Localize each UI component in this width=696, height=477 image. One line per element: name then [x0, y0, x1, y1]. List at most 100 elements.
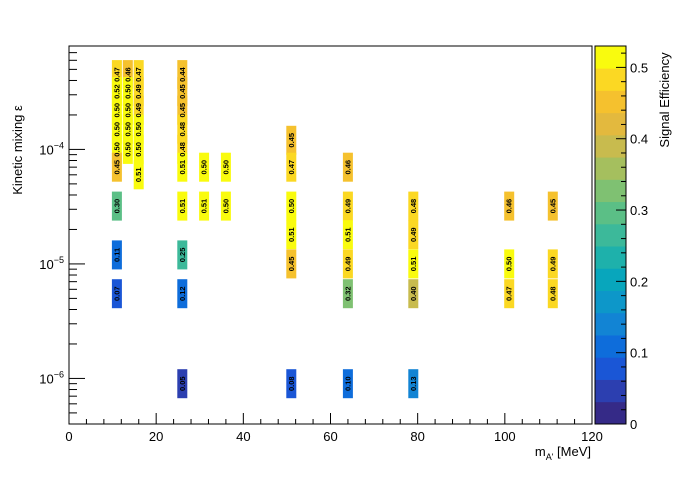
colorbar-segment	[595, 379, 626, 403]
cell-value-label: 0.10	[343, 376, 352, 391]
cell-value-label: 0.49	[548, 257, 557, 272]
heatmap-cell	[342, 369, 353, 399]
heatmap-cell	[111, 279, 122, 309]
cell-value-label: 0.49	[343, 199, 352, 214]
cell-value-label: 0.50	[123, 142, 132, 157]
heatmap-cell	[111, 134, 122, 164]
cell-value-label: 0.08	[287, 376, 296, 391]
x-axis-label-unit: [MeV]	[553, 444, 591, 459]
heatmap-cell	[177, 114, 188, 144]
heatmap-cell	[220, 152, 231, 182]
cell-value-label: 0.48	[178, 122, 187, 137]
y-axis-label: Kinetic mixing ε	[10, 105, 25, 195]
colorbar-segment	[595, 157, 626, 180]
colorbar-segment	[595, 112, 626, 136]
cell-value-label: 0.25	[178, 248, 187, 263]
cell-value-label: 0.48	[548, 286, 557, 301]
colorbar-segment	[595, 90, 626, 114]
cell-value-label: 0.50	[112, 103, 121, 118]
heatmap-cell	[547, 249, 558, 279]
heatmap-cell	[177, 191, 188, 221]
colorbar-tick-label: 0.5	[630, 60, 648, 75]
heatmap-cell	[177, 152, 188, 182]
heatmap-cell	[133, 60, 144, 90]
cell-value-label: 0.50	[200, 160, 209, 175]
cell-value-label: 0.45	[178, 84, 187, 99]
cell-value-label: 0.46	[343, 160, 352, 175]
cell-value-label: 0.12	[178, 286, 187, 301]
heatmap-cell	[504, 279, 515, 309]
cell-value-label: 0.47	[505, 286, 514, 301]
y-axis: 10−6 10−5 10−4	[39, 45, 85, 425]
heatmap-cell	[177, 60, 188, 90]
heatmap-cell	[342, 279, 353, 309]
heatmap-cell	[111, 240, 122, 270]
cell-value-label: 0.44	[178, 66, 187, 81]
heatmap-cell	[408, 279, 419, 309]
heatmap-cell	[408, 220, 419, 250]
colorbar-tick-label: 0.3	[630, 203, 648, 218]
heatmap-cell	[111, 191, 122, 221]
heatmap-cell	[199, 152, 210, 182]
cell-value-label: 0.50	[112, 142, 121, 157]
heatmap-cell	[177, 240, 188, 270]
cell-value-label: 0.49	[343, 257, 352, 272]
cell-value-label: 0.45	[178, 103, 187, 118]
colorbar-segment	[595, 290, 626, 314]
cell-value-label: 0.50	[134, 142, 143, 157]
x-tick-label: 0	[65, 429, 72, 444]
cell-value-label: 0.50	[287, 199, 296, 214]
heatmap-cell	[547, 279, 558, 309]
colorbar-tick-label: 0.1	[630, 346, 648, 361]
heatmap-cell	[547, 191, 558, 221]
cell-value-label: 0.47	[287, 160, 296, 175]
heatmap-cell	[122, 134, 133, 164]
x-axis-label-main: m	[535, 444, 546, 459]
heatmap-cell	[286, 152, 297, 182]
heatmap-cell	[342, 249, 353, 279]
heatmap-cell	[286, 191, 297, 221]
heatmap-cell	[408, 249, 419, 279]
cell-value-label: 0.51	[178, 160, 187, 175]
cell-value-label: 0.50	[505, 257, 514, 272]
heatmap-cell	[111, 60, 122, 90]
colorbar-tick-label: 0	[630, 417, 637, 432]
cell-value-label: 0.46	[123, 67, 132, 82]
cell-value-label: 0.50	[112, 122, 121, 137]
heatmap-cell	[504, 249, 515, 279]
x-tick-label: 100	[494, 429, 516, 444]
x-tick-label: 80	[410, 429, 424, 444]
heatmap-cell	[122, 95, 133, 125]
heatmap-cell	[408, 369, 419, 399]
colorbar-segment	[595, 179, 626, 203]
x-axis: 0 20 40 60 80 100 120	[65, 413, 603, 444]
heatmap-cell	[504, 191, 515, 221]
heatmap-cell	[286, 369, 297, 399]
cell-value-label: 0.48	[409, 199, 418, 214]
heatmap-cell	[177, 95, 188, 125]
colorbar-segment	[595, 312, 626, 336]
cell-value-label: 0.45	[287, 133, 296, 148]
heatmap-cell	[177, 77, 188, 107]
y-tick-label: 10−6	[39, 369, 64, 386]
cell-value-label: 0.05	[178, 376, 187, 391]
cell-value-label: 0.47	[112, 67, 121, 82]
cell-value-label: 0.07	[112, 286, 121, 301]
cell-value-label: 0.45	[548, 199, 557, 214]
cell-value-label: 0.45	[287, 257, 296, 272]
heatmap-cell	[111, 95, 122, 125]
heatmap-cell	[111, 152, 122, 182]
heatmap-cell	[133, 114, 144, 144]
cell-value-label: 0.51	[343, 227, 352, 242]
heatmap-cell	[342, 220, 353, 250]
cell-value-label: 0.50	[123, 122, 132, 137]
cell-value-label: 0.49	[134, 84, 143, 99]
colorbar-segment	[595, 46, 626, 69]
cell-value-label: 0.48	[178, 142, 187, 157]
colorbar-segment	[595, 268, 626, 291]
heatmap-cell	[133, 134, 144, 164]
x-tick-label: 60	[323, 429, 337, 444]
heatmap-cell	[286, 220, 297, 250]
colorbar-segment	[595, 401, 626, 425]
